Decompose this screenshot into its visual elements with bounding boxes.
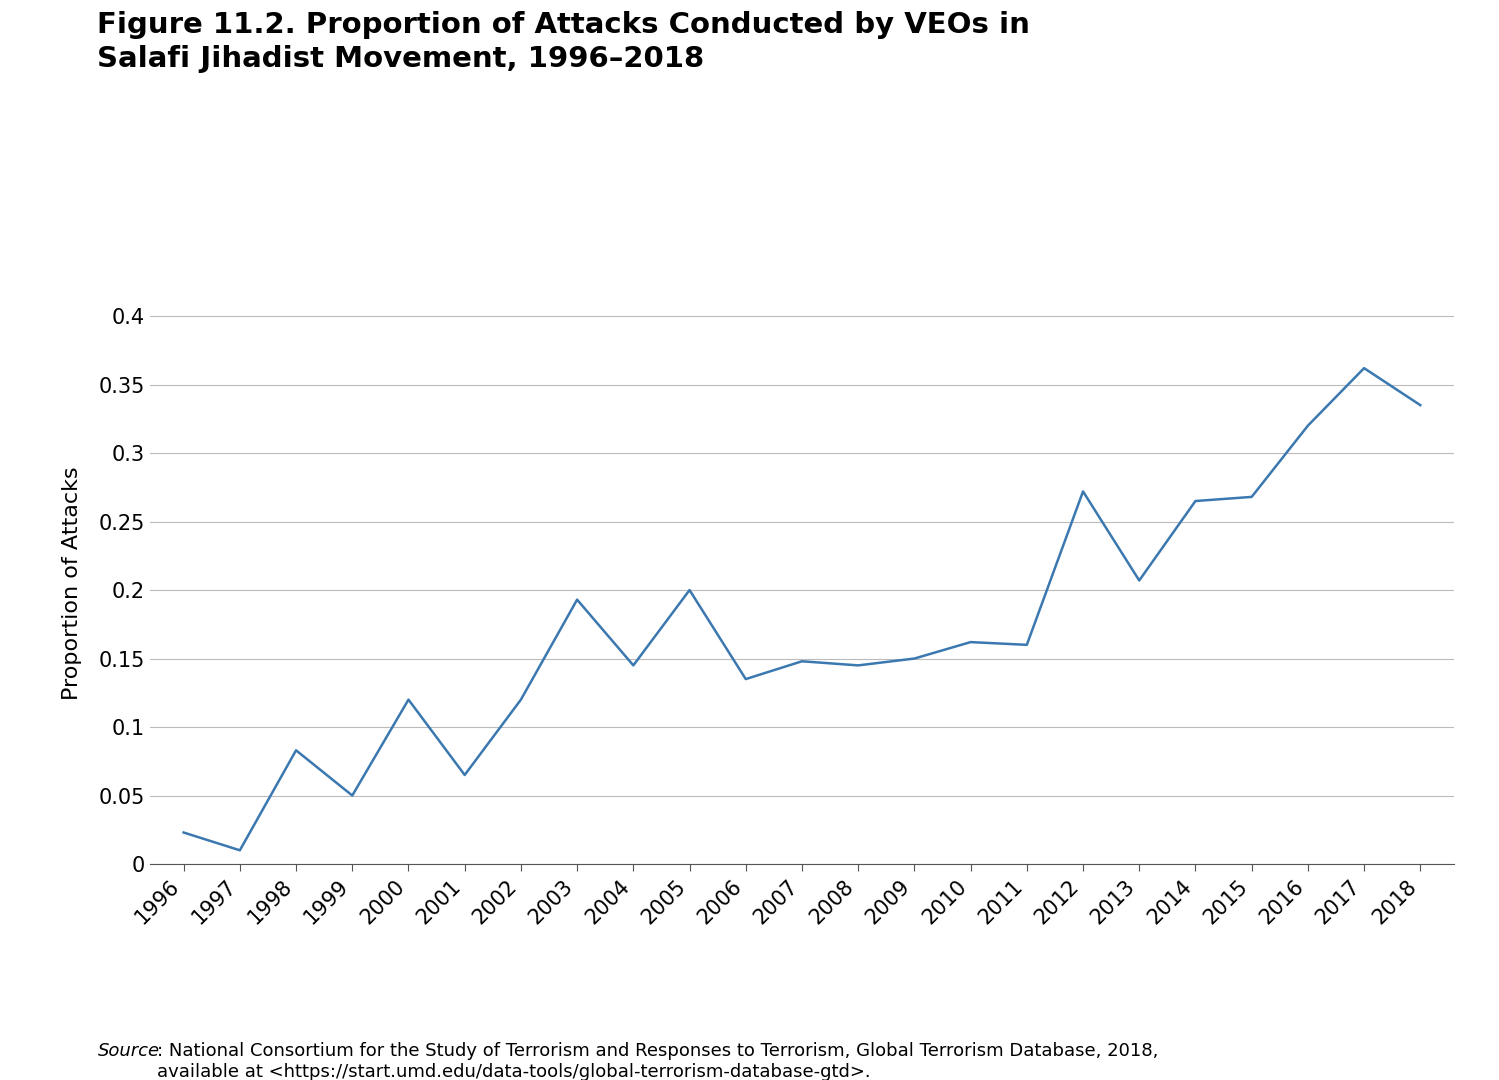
Y-axis label: Proportion of Attacks: Proportion of Attacks [61, 467, 82, 700]
Text: : National Consortium for the Study of Terrorism and Responses to Terrorism, Glo: : National Consortium for the Study of T… [157, 1042, 1159, 1080]
Text: Source: Source [97, 1042, 159, 1061]
Text: Figure 11.2. Proportion of Attacks Conducted by VEOs in
Salafi Jihadist Movement: Figure 11.2. Proportion of Attacks Condu… [97, 11, 1030, 73]
